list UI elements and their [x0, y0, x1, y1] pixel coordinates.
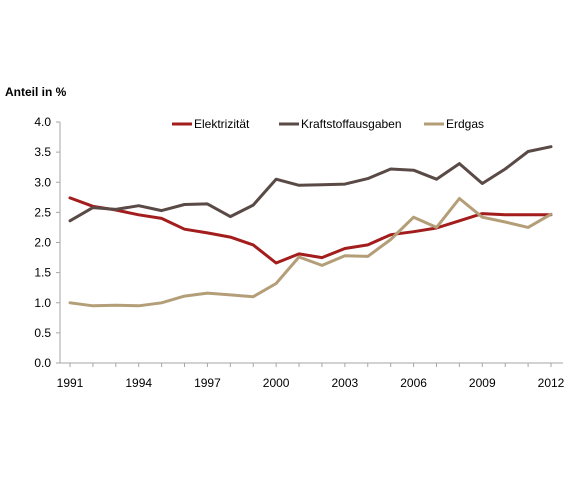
series-line-2	[68, 197, 553, 308]
y-tick-label: 0.5	[34, 326, 51, 340]
series-line-0	[68, 196, 553, 265]
y-tick-label: 3.5	[34, 145, 51, 159]
x-tick-label: 1997	[194, 376, 221, 390]
legend-label-2: Erdgas	[446, 117, 484, 131]
x-tick-label: 2006	[400, 376, 427, 390]
series-lines	[68, 145, 553, 308]
x-tick-label: 2003	[332, 376, 359, 390]
y-axis-title: Anteil in %	[5, 85, 67, 99]
y-tick-label: 4.0	[34, 115, 51, 129]
x-tick-label: 1991	[57, 376, 84, 390]
x-tick-label: 2009	[469, 376, 496, 390]
x-tick-label: 1994	[125, 376, 152, 390]
y-tick-label: 0.0	[34, 356, 51, 370]
y-tick-label: 2.5	[34, 205, 51, 219]
legend-label-0: Elektrizität	[194, 117, 250, 131]
y-tick-label: 2.0	[34, 236, 51, 250]
x-axis-ticks: 1991 1994 1997 2000 2003 2006 2009 2012	[57, 363, 565, 390]
y-tick-label: 1.5	[34, 266, 51, 280]
legend: Elektrizität Kraftstoffausgaben Erdgas	[172, 117, 484, 131]
series-line-1	[68, 145, 553, 223]
y-tick-label: 1.0	[34, 296, 51, 310]
x-tick-label: 2012	[538, 376, 565, 390]
y-tick-label: 3.0	[34, 175, 51, 189]
y-axis-ticks: 0.0 0.5 1.0 1.5 2.0 2.5 3.0 3.5 4.0	[34, 115, 60, 370]
legend-label-1: Kraftstoffausgaben	[301, 117, 402, 131]
x-tick-label: 2000	[263, 376, 290, 390]
